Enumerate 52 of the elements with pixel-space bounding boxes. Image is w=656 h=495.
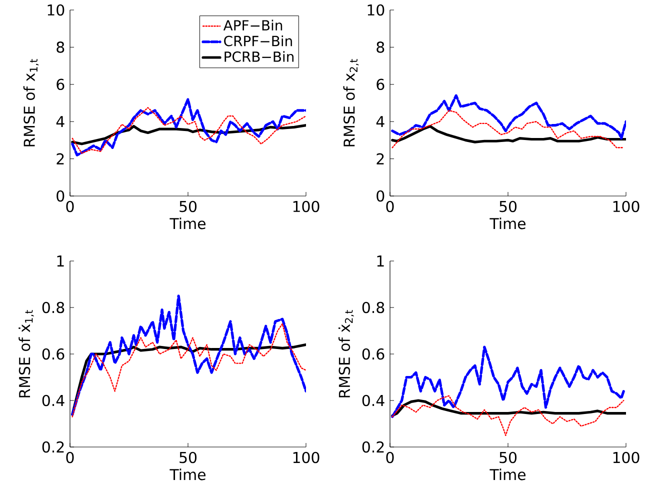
y-tick-label: 0.6 <box>42 348 64 360</box>
y-tick-label: 2 <box>56 153 64 164</box>
y-tick-label: 10 <box>368 4 384 16</box>
x-axis-title: Time <box>490 468 526 480</box>
y-tick-label: 10 <box>48 4 64 16</box>
x-tick-label: 0 <box>386 200 394 212</box>
line-series <box>72 107 306 154</box>
x-axis-title: Time <box>170 468 206 480</box>
y-axis-title: RMSE of x$_{2,t}$ <box>343 58 359 146</box>
x-tick-label: 0 <box>66 452 74 464</box>
line-series <box>391 94 626 140</box>
y-tick-label: 0.4 <box>42 394 64 406</box>
y-tick-label: 6 <box>376 78 384 90</box>
x-tick-label: 100 <box>613 200 640 212</box>
x-tick-label: 50 <box>500 452 517 464</box>
x-axis-title: Time <box>490 218 526 230</box>
y-tick-label: 0.8 <box>362 302 384 314</box>
line-series <box>392 395 624 436</box>
y-tick-label: 0.4 <box>362 394 384 406</box>
y-tick-label: 0.2 <box>362 441 384 453</box>
y-tick-label: 0.6 <box>362 348 384 360</box>
line-series <box>391 346 625 418</box>
x-tick-label: 100 <box>613 452 640 464</box>
y-tick-label: 1 <box>377 256 384 266</box>
x-tick-label: 50 <box>180 200 197 212</box>
y-tick-label: 0.2 <box>42 441 64 453</box>
y-tick-label: 4 <box>56 116 64 128</box>
y-tick-label: 0.8 <box>42 302 64 314</box>
y-tick-label: 1 <box>57 256 64 266</box>
x-tick-label: 50 <box>180 452 197 464</box>
y-tick-label: 8 <box>56 42 64 53</box>
legend-label: APF−Bin <box>223 20 282 30</box>
x-axis-title: Time <box>170 218 206 230</box>
x-tick-label: 100 <box>293 452 320 464</box>
x-tick-label: 50 <box>500 200 517 212</box>
y-tick-label: 4 <box>376 116 384 128</box>
x-tick-label: 100 <box>293 200 320 212</box>
line-series <box>392 110 624 148</box>
y-tick-label: 2 <box>376 153 384 164</box>
line-series <box>72 323 306 418</box>
y-tick-label: 0 <box>56 190 64 202</box>
line-series <box>71 98 306 156</box>
y-tick-label: 0 <box>376 190 384 202</box>
x-tick-label: 0 <box>386 452 394 464</box>
y-tick-label: 6 <box>56 78 64 90</box>
y-axis-title: RMSE of ẋ$_{2,t}$ <box>338 310 354 398</box>
legend-label: PCRB−Bin <box>224 51 294 62</box>
x-tick-label: 0 <box>66 200 74 212</box>
legend-label: CRPF−Bin <box>224 35 292 46</box>
y-tick-label: 8 <box>376 42 384 53</box>
y-axis-title: RMSE of x$_{1,t}$ <box>23 58 39 146</box>
y-axis-title: RMSE of ẋ$_{1,t}$ <box>18 310 34 398</box>
